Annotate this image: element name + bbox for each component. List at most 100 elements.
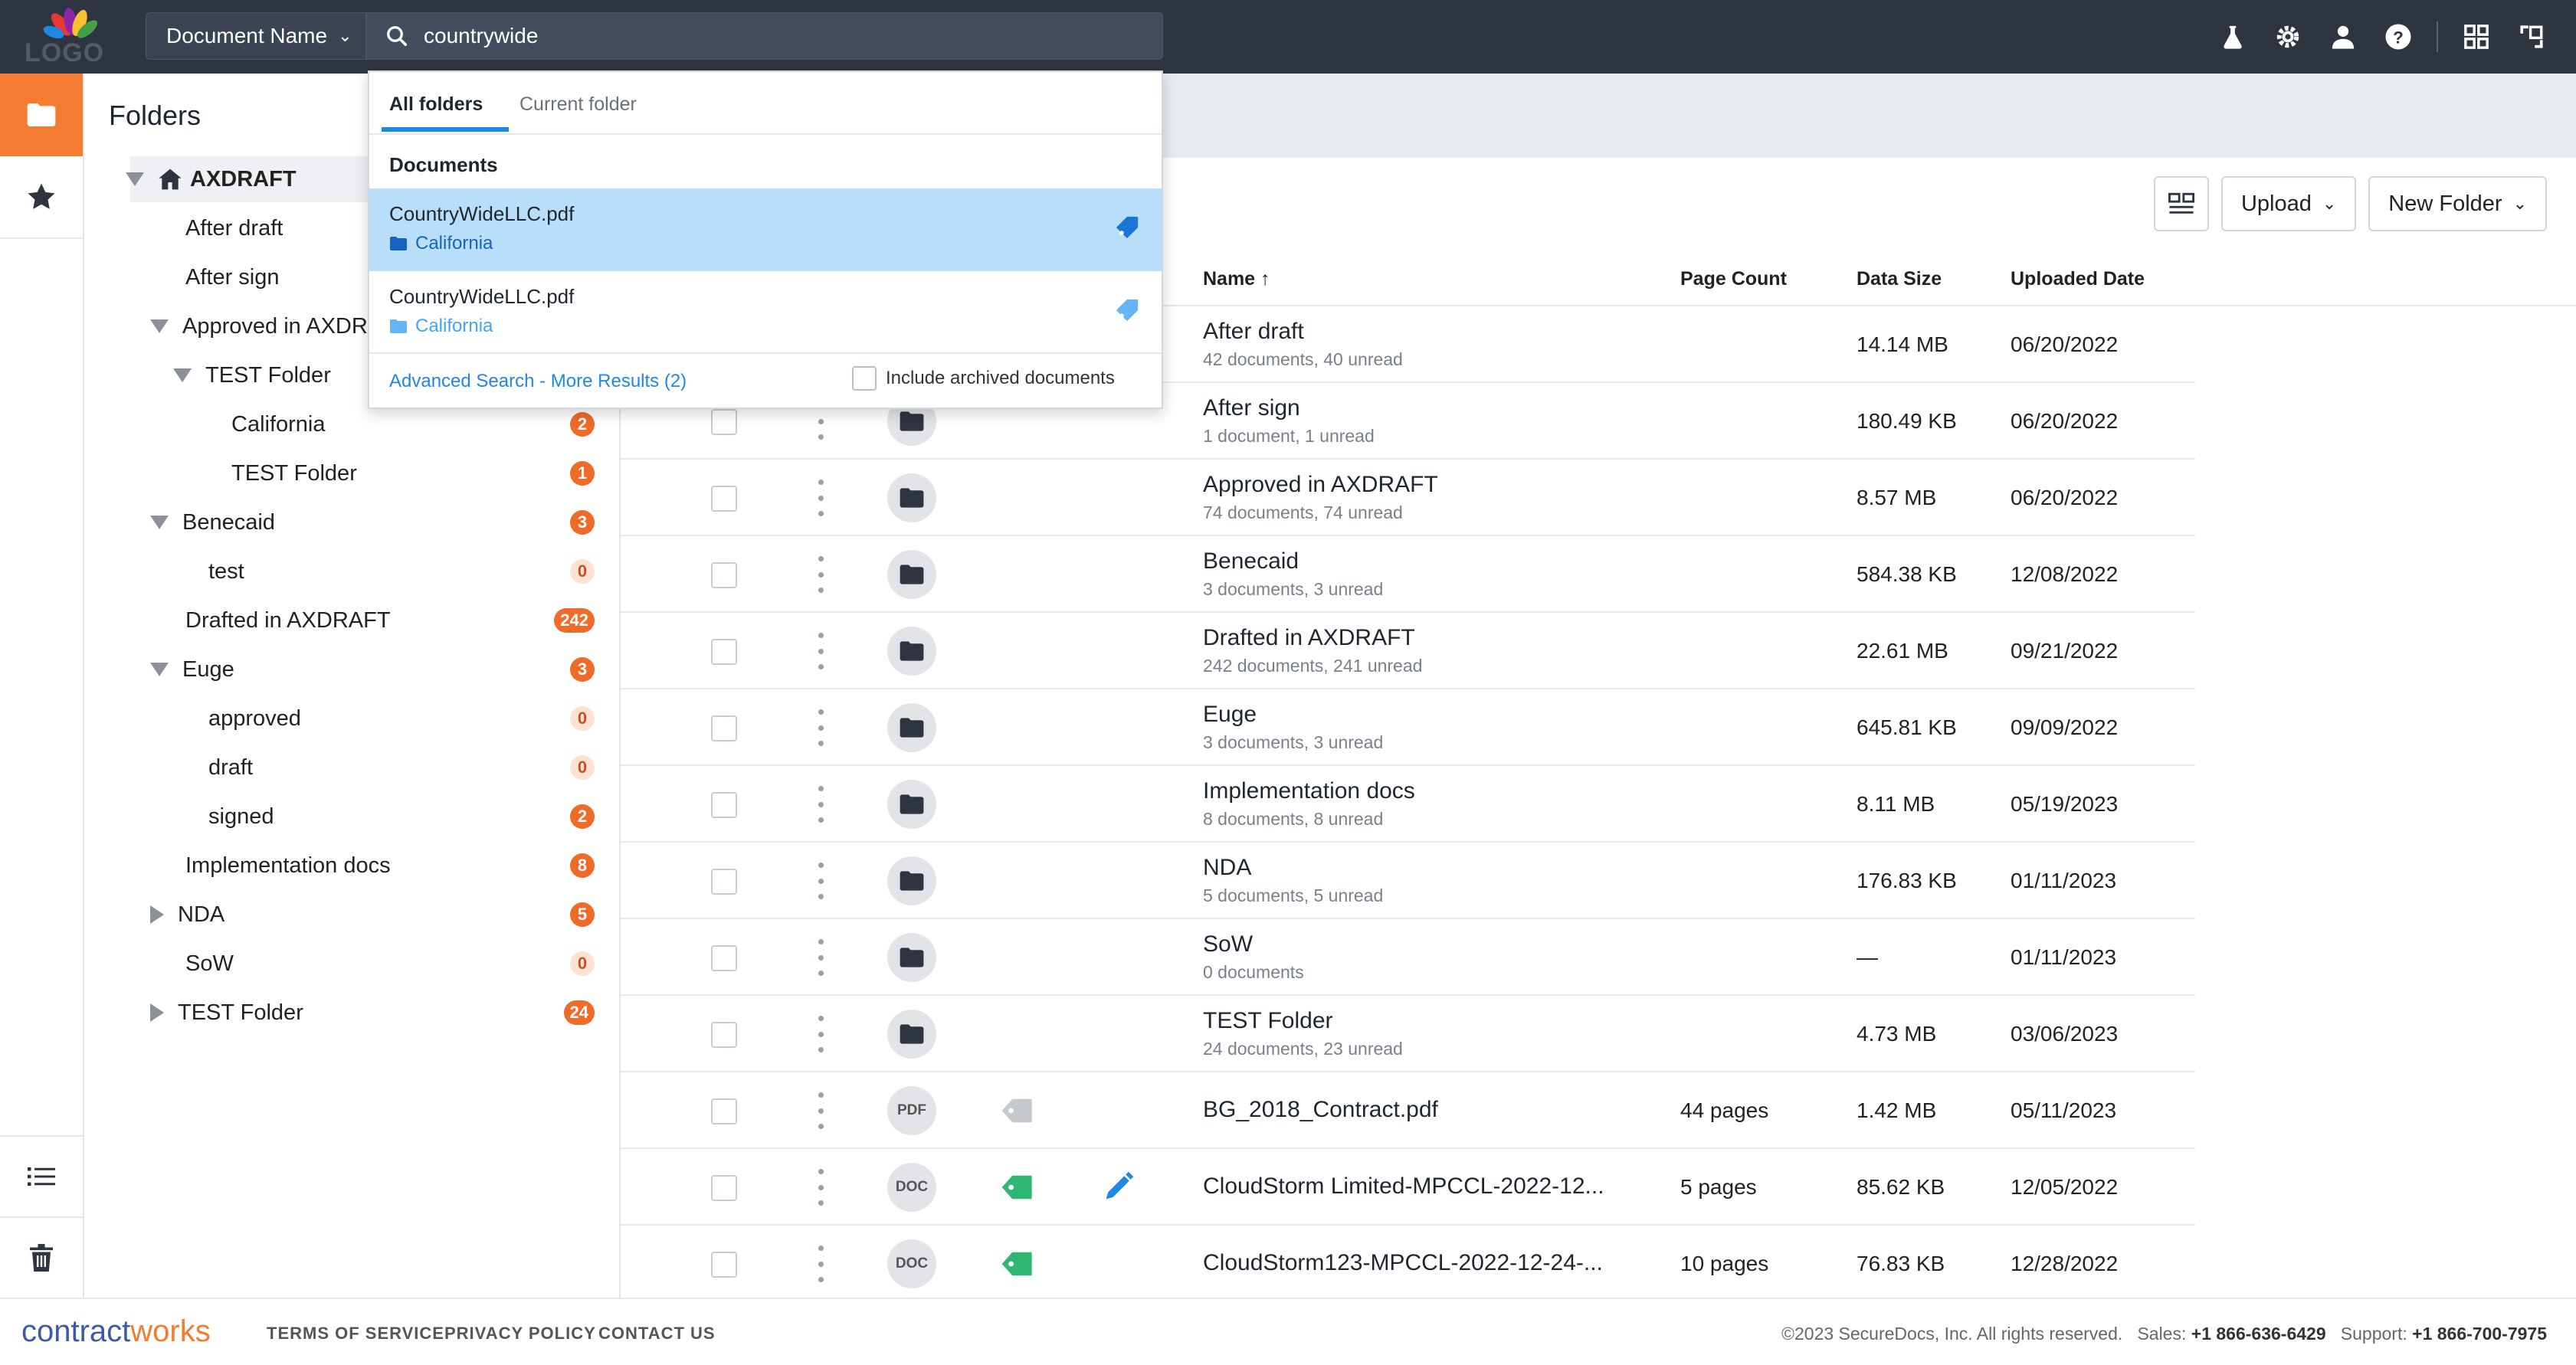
collapsed-triangle-icon[interactable] (150, 905, 164, 924)
tree-item[interactable]: approved 0 (84, 694, 621, 743)
help-icon[interactable]: ? (2381, 20, 2415, 54)
more-actions-icon[interactable] (817, 709, 824, 746)
logo[interactable]: LOGO (15, 8, 130, 67)
document-row[interactable]: DOC CloudStorm123-MPCCL-2022-12-24-... 10 … (621, 1226, 2195, 1302)
expanded-triangle-icon[interactable] (150, 319, 169, 333)
tab-current-folder[interactable]: Current folder (519, 93, 637, 115)
row-name[interactable]: NDA (1203, 855, 1252, 880)
folder-row[interactable]: Benecaid 3 documents, 3 unread 584.38 KB 12… (621, 536, 2195, 613)
tree-item[interactable]: SoW 0 (84, 939, 621, 988)
search-result-item[interactable]: CountryWideLLC.pdf California (369, 188, 1162, 271)
tree-item[interactable]: Implementation docs 8 (84, 841, 621, 890)
row-checkbox[interactable] (711, 1175, 737, 1201)
include-archived-checkbox[interactable] (852, 366, 877, 391)
user-icon[interactable] (2326, 20, 2360, 54)
folder-row[interactable]: NDA 5 documents, 5 unread 176.83 KB 01/11/2… (621, 843, 2195, 919)
privacy-link[interactable]: PRIVACY POLICY (444, 1324, 596, 1343)
search-input[interactable] (424, 24, 1113, 48)
row-name[interactable]: Implementation docs (1203, 778, 1415, 804)
search-scope-select[interactable]: Document Name ⌄ (146, 12, 366, 60)
more-actions-icon[interactable] (817, 1169, 824, 1206)
row-name[interactable]: Drafted in AXDRAFT (1203, 625, 1415, 650)
tree-item[interactable]: California 2 (84, 400, 621, 449)
row-name[interactable]: CloudStorm Limited-MPCCL-2022-12... (1203, 1174, 1604, 1199)
tree-item[interactable]: NDA 5 (84, 890, 621, 939)
row-checkbox[interactable] (711, 639, 737, 665)
rail-folders-button[interactable] (0, 74, 83, 156)
row-name[interactable]: After draft (1203, 319, 1304, 344)
more-actions-icon[interactable] (817, 939, 824, 976)
expanded-triangle-icon[interactable] (150, 516, 169, 529)
uploaded-date-column-header[interactable]: Uploaded Date (2011, 268, 2145, 290)
tree-item[interactable]: After draft (84, 204, 621, 253)
flask-icon[interactable] (2216, 20, 2250, 54)
row-checkbox[interactable] (711, 945, 737, 971)
folder-row[interactable]: Approved in AXDRAFT 74 documents, 74 unre… (621, 460, 2195, 536)
tree-item[interactable]: After sign (84, 253, 621, 302)
folder-row[interactable]: TEST Folder 24 documents, 23 unread 4.73 M… (621, 996, 2195, 1072)
row-checkbox[interactable] (711, 562, 737, 588)
search-box[interactable] (366, 12, 1163, 60)
row-checkbox[interactable] (711, 1022, 737, 1048)
rail-favorites-button[interactable] (0, 156, 83, 239)
tree-root-axdraft[interactable]: AXDRAFT (84, 155, 621, 204)
expanded-triangle-icon[interactable] (150, 663, 169, 676)
tag-icon[interactable] (1001, 1095, 1034, 1131)
rail-trash-button[interactable] (0, 1216, 83, 1298)
expanded-triangle-icon[interactable] (126, 172, 144, 186)
row-checkbox[interactable] (711, 1252, 737, 1278)
row-name[interactable]: TEST Folder (1203, 1008, 1333, 1033)
folder-row[interactable]: Implementation docs 8 documents, 8 unread… (621, 766, 2195, 843)
more-actions-icon[interactable] (817, 480, 824, 516)
name-column-header[interactable]: Name ↑ (1203, 268, 1270, 290)
tree-item[interactable]: Benecaid 3 (84, 498, 621, 547)
include-archived-toggle[interactable]: Include archived documents (852, 366, 1115, 391)
data-size-column-header[interactable]: Data Size (1857, 268, 1942, 290)
row-name[interactable]: BG_2018_Contract.pdf (1203, 1097, 1438, 1122)
contact-link[interactable]: CONTACT US (598, 1324, 716, 1343)
folder-row[interactable]: SoW 0 documents — 01/11/2023 (621, 919, 2195, 996)
row-checkbox[interactable] (711, 715, 737, 741)
page-count-column-header[interactable]: Page Count (1680, 268, 1787, 290)
row-checkbox[interactable] (711, 869, 737, 895)
tree-item[interactable]: test 0 (84, 547, 621, 596)
row-checkbox[interactable] (711, 1098, 737, 1124)
more-actions-icon[interactable] (817, 556, 824, 593)
row-name[interactable]: After sign (1203, 395, 1300, 421)
more-actions-icon[interactable] (817, 633, 824, 669)
terms-link[interactable]: TERMS OF SERVICE (267, 1324, 444, 1343)
row-name[interactable]: Euge (1203, 702, 1257, 727)
row-checkbox[interactable] (711, 792, 737, 818)
row-name[interactable]: CloudStorm123-MPCCL-2022-12-24-... (1203, 1250, 1603, 1275)
upload-button[interactable]: Upload ⌄ (2220, 176, 2357, 231)
gear-icon[interactable] (2271, 20, 2305, 54)
more-actions-icon[interactable] (817, 1016, 824, 1052)
expand-icon[interactable] (2515, 20, 2548, 54)
folder-row[interactable]: Euge 3 documents, 3 unread 645.81 KB 09/09/… (621, 689, 2195, 766)
pen-icon[interactable] (1102, 1169, 1136, 1210)
new-folder-button[interactable]: New Folder ⌄ (2368, 176, 2547, 231)
tree-item[interactable]: TEST Folder 24 (84, 988, 621, 1037)
row-checkbox[interactable] (711, 409, 737, 435)
collapsed-triangle-icon[interactable] (150, 1003, 164, 1022)
apps-icon[interactable] (2460, 20, 2493, 54)
search-result-item[interactable]: CountryWideLLC.pdf California (369, 271, 1162, 354)
document-row[interactable]: PDF BG_2018_Contract.pdf 44 pages 1.42 MB 05… (621, 1072, 2195, 1149)
row-checkbox[interactable] (711, 486, 737, 512)
document-row[interactable]: DOC CloudStorm Limited-MPCCL-2022-12... 5 … (621, 1149, 2195, 1226)
row-name[interactable]: Benecaid (1203, 548, 1299, 574)
tree-item[interactable]: TEST Folder (84, 351, 621, 400)
tag-icon[interactable] (1001, 1172, 1034, 1208)
tree-item[interactable]: signed 2 (84, 792, 621, 841)
more-actions-icon[interactable] (817, 1092, 824, 1129)
row-name[interactable]: SoW (1203, 931, 1254, 957)
more-actions-icon[interactable] (817, 1246, 824, 1282)
rail-list-button[interactable] (0, 1135, 83, 1216)
expanded-triangle-icon[interactable] (173, 368, 192, 382)
tag-icon[interactable] (1001, 1249, 1034, 1285)
tree-item[interactable]: Euge 3 (84, 645, 621, 694)
tree-item[interactable]: TEST Folder 1 (84, 449, 621, 498)
more-actions-icon[interactable] (817, 786, 824, 823)
tree-item[interactable]: Drafted in AXDRAFT 242 (84, 596, 621, 645)
grid-view-toggle[interactable] (2153, 176, 2209, 231)
